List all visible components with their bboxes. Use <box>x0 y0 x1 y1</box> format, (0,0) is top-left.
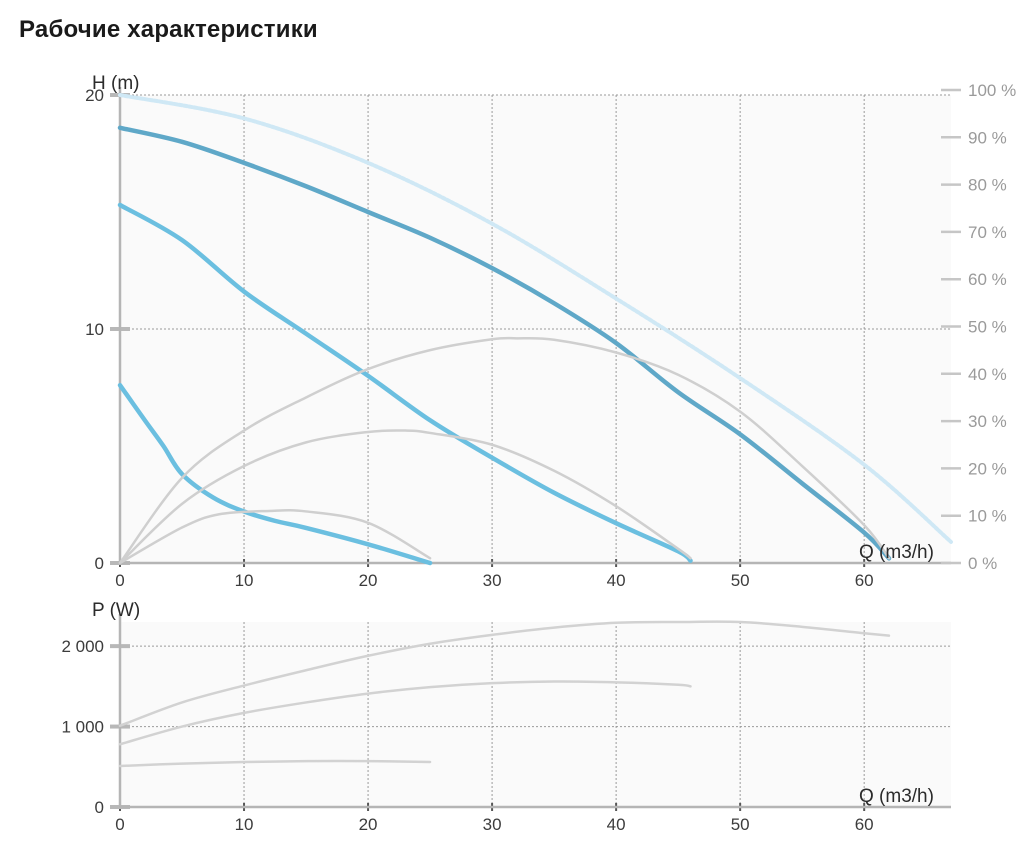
y-tick-label: 2 000 <box>61 637 104 656</box>
y-tick-label: 0 <box>95 798 104 817</box>
y2-tick-label: 70 % <box>968 223 1007 242</box>
y2-tick-label: 80 % <box>968 176 1007 195</box>
y-tick-label: 0 <box>95 554 104 573</box>
head-curve <box>117 382 433 566</box>
power-curve <box>118 680 692 746</box>
y-axis-label: H (m) <box>92 73 139 94</box>
power-chart: 0 10 20 30 40 50 60 0 1 000 2 000 P (W) Q (m3/h) <box>61 600 951 834</box>
x-tick-label: 20 <box>359 571 378 590</box>
y-tick-label: 20 <box>85 86 104 105</box>
x-tick-label: 40 <box>607 815 626 834</box>
y2-tick-label: 50 % <box>968 318 1007 337</box>
y2-tick-label: 20 % <box>968 459 1007 478</box>
y-tick-label: 1 000 <box>61 718 104 737</box>
x-tick-label: 0 <box>115 571 124 590</box>
y2-tick-label: 0 % <box>968 554 997 573</box>
x-tick-label: 0 <box>115 815 124 834</box>
x-tick-label: 30 <box>483 571 502 590</box>
y2-tick-label: 10 % <box>968 507 1007 526</box>
head-curve <box>117 125 892 561</box>
plot-area <box>120 622 951 807</box>
head-curve <box>117 202 693 563</box>
y2-tick-label: 100 % <box>968 81 1016 100</box>
x-tick-label: 50 <box>731 571 750 590</box>
efficiency-curve <box>118 429 692 565</box>
y2-tick-label: 40 % <box>968 365 1007 384</box>
x-tick-label: 50 <box>731 815 750 834</box>
efficiency-curve <box>118 509 432 565</box>
power-curve <box>118 620 891 728</box>
y2-tick-label: 60 % <box>968 270 1007 289</box>
page-title: Рабочие характеристики <box>19 16 318 43</box>
x-tick-label: 60 <box>855 815 874 834</box>
x-tick-label: 10 <box>235 571 254 590</box>
head-chart: 0 10 20 30 40 50 60 0 10 20 0 % 10 % 20 % 30 % 40 % 50 … <box>85 73 1016 590</box>
y2-tick-label: 90 % <box>968 128 1007 147</box>
x-tick-label: 30 <box>483 815 502 834</box>
x-tick-label: 10 <box>235 815 254 834</box>
efficiency-curve <box>118 336 891 565</box>
x-axis-label: Q (m3/h) <box>859 786 934 807</box>
y-tick-label: 10 <box>85 320 104 339</box>
y-axis-label: P (W) <box>92 600 140 621</box>
power-curve <box>118 759 432 768</box>
x-tick-label: 60 <box>855 571 874 590</box>
x-axis-label: Q (m3/h) <box>859 542 934 563</box>
x-tick-label: 20 <box>359 815 378 834</box>
y2-tick-label: 30 % <box>968 412 1007 431</box>
max-head-curve <box>118 93 953 544</box>
x-tick-label: 40 <box>607 571 626 590</box>
